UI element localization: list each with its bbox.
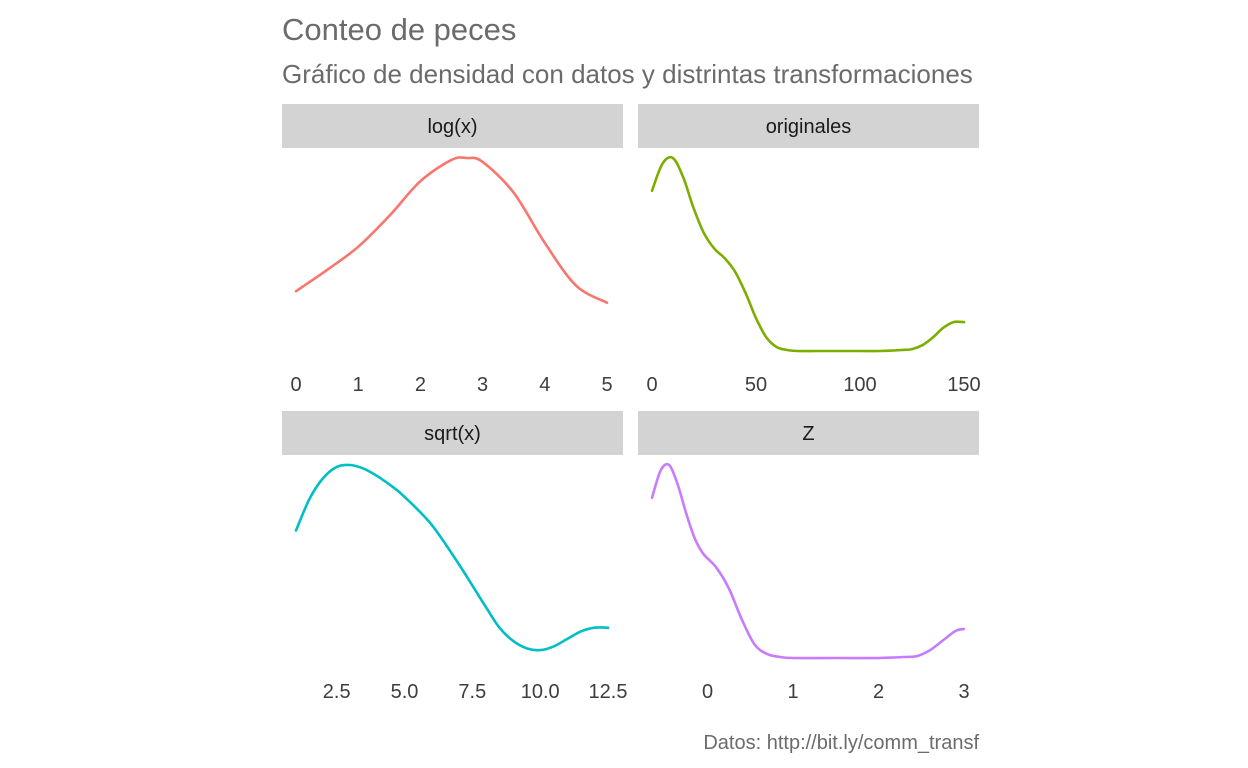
facet-originales: originales 0 50 100 150 xyxy=(638,104,981,396)
density-line xyxy=(294,156,609,305)
x-tick-label: 12.5 xyxy=(589,681,628,703)
facet-strip xyxy=(282,411,623,455)
density-line xyxy=(650,462,966,660)
x-tick-label: 50 xyxy=(745,374,767,396)
x-tick-label: 7.5 xyxy=(458,681,486,703)
x-tick-label: 10.0 xyxy=(521,681,560,703)
facet-z: Z 0 1 2 3 xyxy=(638,411,979,703)
facet-log: log(x) 0 1 2 3 4 5 xyxy=(282,104,623,396)
density-line xyxy=(650,155,966,353)
x-tick-label: 2 xyxy=(415,374,426,396)
facet-sqrt: sqrt(x) 2.5 5.0 7.5 10.0 12.5 xyxy=(282,411,627,703)
x-tick-label: 4 xyxy=(539,374,550,396)
facet-strip-label: sqrt(x) xyxy=(424,423,481,445)
x-tick-label: 5 xyxy=(601,374,612,396)
facet-strip-label: originales xyxy=(766,116,852,138)
density-line xyxy=(294,463,610,652)
chart-caption: Datos: http://bit.ly/comm_transf xyxy=(703,732,979,754)
facet-strip xyxy=(638,411,979,455)
chart-subtitle: Gráfico de densidad con datos y distrint… xyxy=(282,59,973,89)
x-tick-label: 1 xyxy=(787,681,798,703)
x-tick-label: 3 xyxy=(958,681,969,703)
chart-title: Conteo de peces xyxy=(282,12,516,47)
facet-strip xyxy=(282,104,623,148)
x-tick-label: 150 xyxy=(947,374,980,396)
facet-strip-label: Z xyxy=(802,423,814,445)
x-tick-label: 5.0 xyxy=(391,681,419,703)
facet-strip-label: log(x) xyxy=(427,116,477,138)
x-tick-label: 100 xyxy=(843,374,876,396)
x-tick-label: 0 xyxy=(646,374,657,396)
x-tick-label: 2.5 xyxy=(323,681,351,703)
x-tick-label: 2 xyxy=(873,681,884,703)
x-tick-label: 3 xyxy=(477,374,488,396)
x-tick-label: 1 xyxy=(353,374,364,396)
x-tick-label: 0 xyxy=(290,374,301,396)
x-tick-label: 0 xyxy=(702,681,713,703)
facet-strip xyxy=(638,104,979,148)
